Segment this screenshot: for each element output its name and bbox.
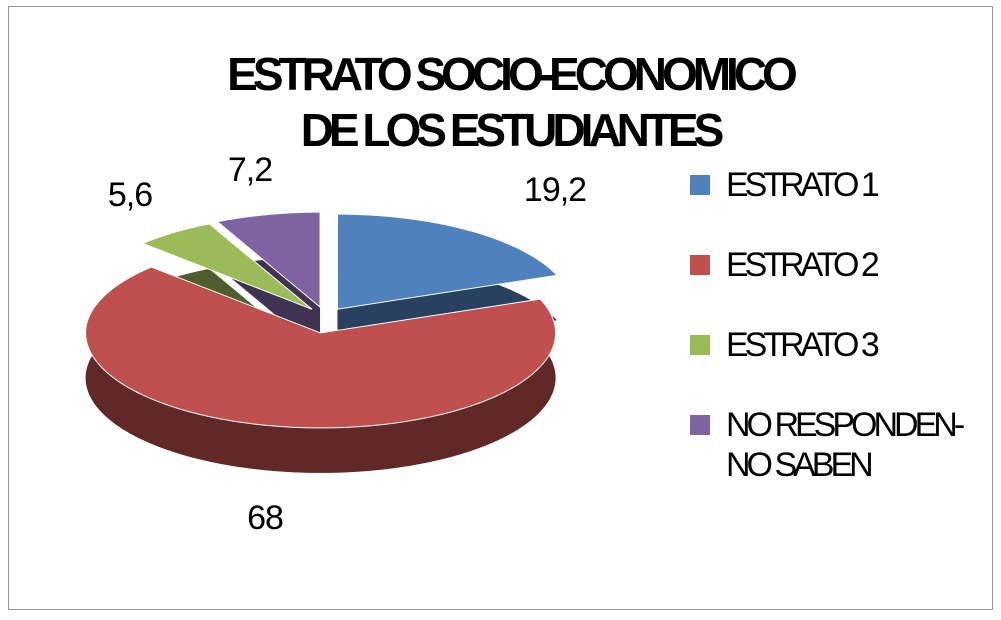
slice: [216, 211, 321, 309]
legend-item: ESTRATO 2: [690, 245, 990, 325]
slice: [141, 223, 313, 310]
slice: [336, 213, 559, 310]
chart-frame: [8, 6, 993, 610]
legend-item: NO RESPONDEN-NO SABEN: [690, 405, 990, 485]
legend-swatch: [690, 255, 710, 275]
legend-label: ESTRATO 1: [726, 166, 880, 204]
chart-title: ESTRATO SOCIO-ECONOMICO DE LOS ESTUDIANT…: [227, 48, 798, 156]
legend-swatch: [690, 335, 710, 355]
legend: ESTRATO 1 ESTRATO 2 ESTRATO 3 NO RESPONDEN-…: [690, 165, 990, 485]
data-label: 19,2: [524, 171, 586, 209]
legend-label: ESTRATO 2: [726, 246, 880, 284]
legend-swatch: [690, 415, 710, 435]
slice: [85, 266, 557, 429]
legend-label: ESTRATO 3: [726, 326, 880, 364]
legend-swatch: [690, 175, 710, 195]
legend-item: ESTRATO 3: [690, 325, 990, 405]
legend-label: NO RESPONDEN-NO SABEN: [726, 406, 965, 484]
data-label: 7,2: [228, 151, 272, 189]
data-label: 68: [247, 499, 283, 537]
data-label: 5,6: [108, 176, 152, 214]
legend-item: ESTRATO 1: [690, 165, 990, 245]
